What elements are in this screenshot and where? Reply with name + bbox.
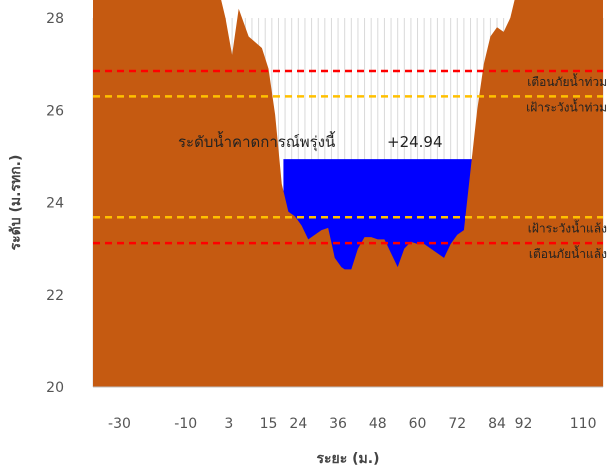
x-tick-label: 60 [409, 416, 427, 432]
x-tick-label: 72 [448, 416, 466, 432]
reference-labels: เตือนภัยน้ำท่วมเฝ้าระวังน้ำท่วมเฝ้าระวัง… [526, 73, 607, 261]
x-tick-label: 24 [289, 416, 307, 432]
x-tick-label: -30 [108, 416, 131, 432]
forecast-label: ระดับน้ำคาดการณ์พรุ่งนี้ [178, 131, 336, 152]
y-axis-title: ระดับ (ม.รทก.) [8, 155, 24, 251]
x-tick-label: 84 [488, 416, 506, 432]
reference-label: เฝ้าระวังน้ำท่วม [526, 98, 607, 114]
y-tick-label: 28 [46, 11, 64, 27]
x-axis-title: ระยะ (ม.) [317, 451, 380, 467]
x-tick-label: 36 [329, 416, 347, 432]
x-tick-label: 15 [260, 416, 278, 432]
y-tick-label: 20 [46, 380, 64, 396]
y-tick-label: 26 [46, 103, 64, 119]
x-tick-label: 48 [369, 416, 387, 432]
y-tick-label: 22 [46, 288, 64, 304]
reference-label: เตือนภัยน้ำแล้ง [529, 245, 607, 261]
x-tick-label: 92 [515, 416, 533, 432]
reference-label: เตือนภัยน้ำท่วม [527, 73, 607, 89]
ground-area [93, 0, 603, 387]
y-tick-label: 24 [46, 196, 64, 212]
forecast-value: +24.94 [387, 133, 443, 151]
x-tick-label: 3 [224, 416, 233, 432]
ground-layer [93, 0, 603, 387]
x-tick-label: -10 [174, 416, 197, 432]
y-tick-labels: 20 22 24 26 28 [46, 11, 64, 396]
x-tick-labels: -30 -10 3 15 24 36 48 60 72 84 92 110 [108, 416, 596, 432]
x-tick-label: 110 [570, 416, 597, 432]
reference-lines [93, 69, 603, 245]
reference-label: เฝ้าระวังน้ำแล้ง [528, 219, 607, 235]
